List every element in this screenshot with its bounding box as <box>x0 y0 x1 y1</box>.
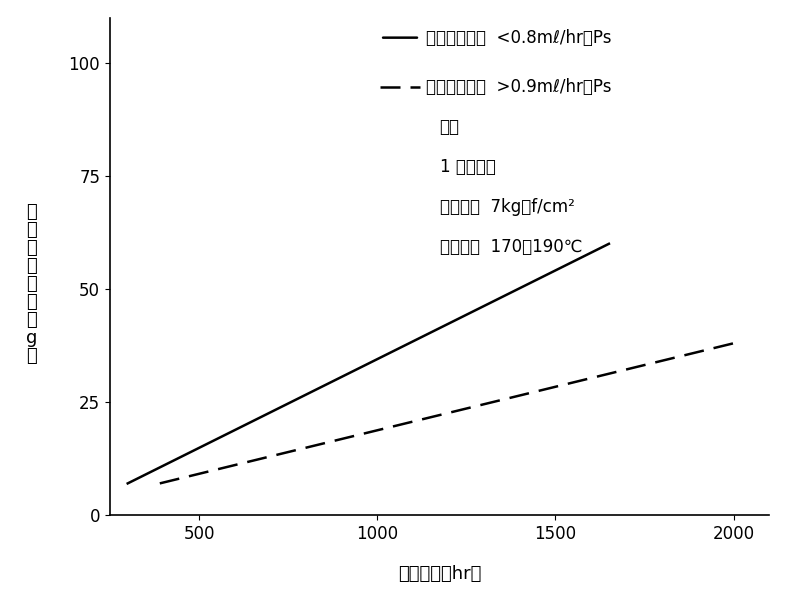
Text: 平均温度  170～190℃: 平均温度 170～190℃ <box>440 237 582 256</box>
Text: 1 段圧縮機: 1 段圧縮機 <box>440 158 495 176</box>
Text: 運転時間（hr）: 運転時間（hr） <box>398 565 481 583</box>
Text: 潤滑油消費量  <0.8mℓ/hr・Ps: 潤滑油消費量 <0.8mℓ/hr・Ps <box>426 28 612 47</box>
Text: 潤滑油消費量  >0.9mℓ/hr・Ps: 潤滑油消費量 >0.9mℓ/hr・Ps <box>426 78 612 96</box>
Text: 吐出圧力  7kg・f/cm²: 吐出圧力 7kg・f/cm² <box>440 198 575 215</box>
Text: 備考: 備考 <box>440 118 459 136</box>
Text: 炊
化
物
生
成
量
（
g
）: 炊 化 物 生 成 量 （ g ） <box>26 203 37 365</box>
